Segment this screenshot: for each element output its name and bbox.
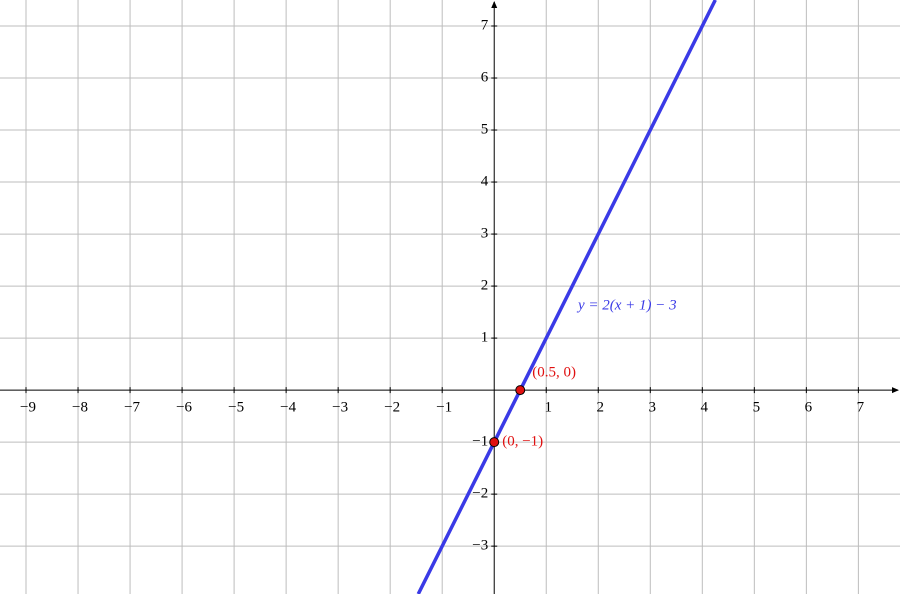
point [515,385,526,396]
x-tick-label: 1 [544,400,552,416]
x-tick-label: 2 [597,400,605,416]
y-tick-label: 5 [481,121,489,137]
y-tick-label: 2 [481,278,489,294]
x-tick-label: −8 [72,400,88,416]
point-label: (0.5, 0) [532,365,576,381]
x-tick-label: 7 [857,400,865,416]
x-tick-label: −1 [436,400,452,416]
y-tick-label: −1 [472,434,488,450]
x-tick-label: −3 [332,400,348,416]
y-tick-label: 1 [481,330,489,346]
x-tick-label: −6 [176,400,192,416]
x-axis-arrow [892,387,899,394]
y-tick-label: 3 [481,226,489,242]
x-tick-label: −2 [384,400,400,416]
y-tick-label: 7 [481,17,489,33]
x-tick-label: −9 [20,400,36,416]
x-tick-label: −7 [124,400,140,416]
y-tick-label: −2 [472,486,488,502]
x-tick-label: −5 [228,400,244,416]
x-tick-label: 4 [701,400,709,416]
y-axis-arrow [491,1,498,8]
x-tick-label: 5 [753,400,761,416]
y-tick-label: 4 [481,173,489,189]
function-label: y = 2(x + 1) − 3 [576,297,677,313]
y-tick-label: 6 [481,69,489,85]
function-line [416,0,717,594]
x-tick-label: 3 [649,400,657,416]
x-tick-label: 6 [805,400,813,416]
y-tick-label: −3 [472,538,488,554]
point-label: (0, −1) [502,434,543,450]
point [489,437,500,448]
x-tick-label: −4 [280,400,296,416]
